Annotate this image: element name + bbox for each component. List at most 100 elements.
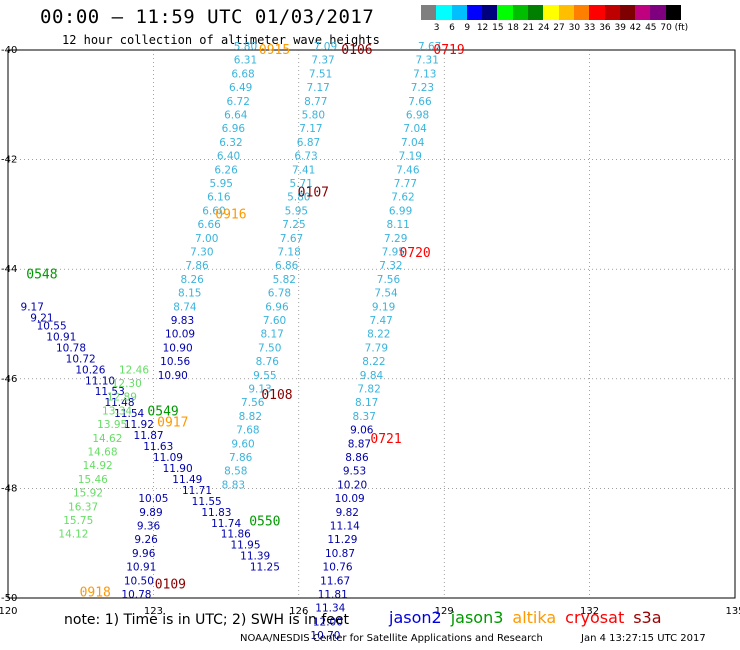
time-label: 0719 <box>433 43 464 58</box>
time-label: 0109 <box>155 577 186 592</box>
color-swatch <box>650 5 666 20</box>
wave-height-point: 7.17 <box>306 82 329 94</box>
wave-height-point: 7.04 <box>401 137 425 149</box>
wave-height-point: 6.49 <box>229 82 252 94</box>
wave-height-point: 6.60 <box>202 205 225 217</box>
wave-height-point: 7.41 <box>292 164 315 176</box>
wave-height-point: 8.17 <box>260 329 283 341</box>
footnote: note: 1) Time is in UTC; 2) SWH is in fe… <box>64 612 350 628</box>
wave-height-point: 11.86 <box>221 529 251 541</box>
wave-height-point: 5.80 <box>234 41 257 53</box>
wave-height-point: 6.66 <box>197 219 221 231</box>
lat-tick-label: -48 <box>1 483 17 494</box>
wave-height-point: 8.77 <box>304 96 327 108</box>
wave-height-point: 8.11 <box>386 219 409 231</box>
wave-height-point: 9.21 <box>30 312 53 324</box>
wave-height-point: 9.53 <box>343 466 366 478</box>
lat-tick-label: -46 <box>1 374 17 385</box>
wave-height-point: 12.00 <box>313 616 343 628</box>
legend-jason2: jason2 <box>389 608 442 627</box>
wave-height-point: 11.29 <box>327 534 357 546</box>
wave-height-point: 11.63 <box>143 441 173 453</box>
color-swatch <box>665 5 682 20</box>
legend-s3a: s3a <box>633 608 662 627</box>
wave-height-point: 14.12 <box>58 529 88 541</box>
wave-height-point: 7.56 <box>241 397 265 409</box>
wave-height-point: 9.60 <box>231 438 254 450</box>
wave-height-point: 10.26 <box>75 364 105 376</box>
lat-tick-label: -50 <box>1 593 17 604</box>
wave-height-point: 15.46 <box>78 474 108 486</box>
wave-height-point: 16.37 <box>68 501 98 513</box>
color-scale-label: 12 <box>476 23 489 33</box>
wave-height-point: 10.56 <box>160 356 190 368</box>
wave-height-point: 10.09 <box>335 493 365 505</box>
plot-frame <box>7 49 736 599</box>
time-label: 0918 <box>80 586 111 601</box>
color-scale-label: 30 <box>568 23 581 33</box>
lon-tick-label: 132 <box>580 606 599 617</box>
wave-height-point: 10.87 <box>325 548 355 560</box>
wave-height-point: 8.22 <box>367 329 390 341</box>
wave-height-point: 7.86 <box>229 452 253 464</box>
wave-height-point: 7.32 <box>379 260 402 272</box>
wave-height-point: 11.53 <box>95 386 125 398</box>
lon-tick-label: 120 <box>0 606 18 617</box>
wave-height-point: 7.09 <box>314 41 337 53</box>
wave-height-point: 8.17 <box>355 397 378 409</box>
wave-height-point: 6.86 <box>275 260 299 272</box>
color-scale-label: 45 <box>645 23 657 33</box>
wave-height-point: 10.50 <box>124 575 154 587</box>
wave-height-point: 7.23 <box>411 82 434 94</box>
wave-height-point: 11.87 <box>134 430 164 442</box>
wave-height-point: 11.25 <box>250 562 280 574</box>
wave-height-point: 7.19 <box>399 151 422 163</box>
wave-height-point: 7.62 <box>391 192 414 204</box>
wave-height-point: 9.19 <box>372 301 395 313</box>
wave-height-point: 11.48 <box>104 397 134 409</box>
wave-height-point: 7.66 <box>408 96 432 108</box>
color-swatch <box>619 5 636 20</box>
wave-height-point: 11.81 <box>318 589 348 601</box>
wave-height-point: 7.54 <box>374 288 398 300</box>
wave-height-point: 10.78 <box>121 589 151 601</box>
wave-height-point: 6.68 <box>231 68 254 80</box>
wave-height-point: 15.75 <box>63 515 93 527</box>
wave-height-point: 14.68 <box>87 447 117 459</box>
wave-height-point: 8.58 <box>224 466 247 478</box>
color-scale-label: 70 <box>660 23 672 33</box>
wave-height-point: 10.09 <box>165 329 195 341</box>
wave-height-point: 9.17 <box>21 301 44 313</box>
wave-height-point: 5.80 <box>302 110 325 122</box>
wave-height-point: 11.92 <box>124 419 154 431</box>
legend-jason3: jason3 <box>450 608 504 627</box>
wave-height-point: 6.96 <box>265 301 289 313</box>
wave-height-point: 12.30 <box>112 378 142 390</box>
wave-height-point: 10.90 <box>163 342 193 354</box>
credit-line: NOAA/NESDIS Center for Satellite Applica… <box>240 633 543 644</box>
wave-height-point: 5.82 <box>273 274 296 286</box>
color-swatch <box>604 5 620 20</box>
wave-height-point: 8.86 <box>345 452 369 464</box>
time-label: 0917 <box>157 416 188 431</box>
time-label: 0550 <box>249 514 280 529</box>
lat-tick-label: -42 <box>1 155 17 166</box>
wave-height-point: 11.74 <box>211 518 241 530</box>
wave-height-point: 7.37 <box>311 55 334 67</box>
wave-height-point: 10.55 <box>37 320 67 332</box>
wave-height-point: 13.95 <box>97 419 127 431</box>
wave-height-point: 8.22 <box>362 356 385 368</box>
wave-height-point: 11.90 <box>163 463 193 475</box>
color-scale-label: 21 <box>522 23 535 33</box>
wave-height-point: 6.40 <box>217 151 240 163</box>
wave-height-point: 8.26 <box>180 274 204 286</box>
wave-height-point: 9.55 <box>253 370 276 382</box>
wave-height-point: 7.67 <box>280 233 303 245</box>
lon-tick-label: 123 <box>144 606 163 617</box>
wave-height-point: 9.06 <box>350 425 374 437</box>
time-label: 0549 <box>147 405 178 420</box>
time-label: 0107 <box>298 185 329 200</box>
time-label: 0108 <box>261 388 292 403</box>
color-swatch <box>589 5 605 20</box>
